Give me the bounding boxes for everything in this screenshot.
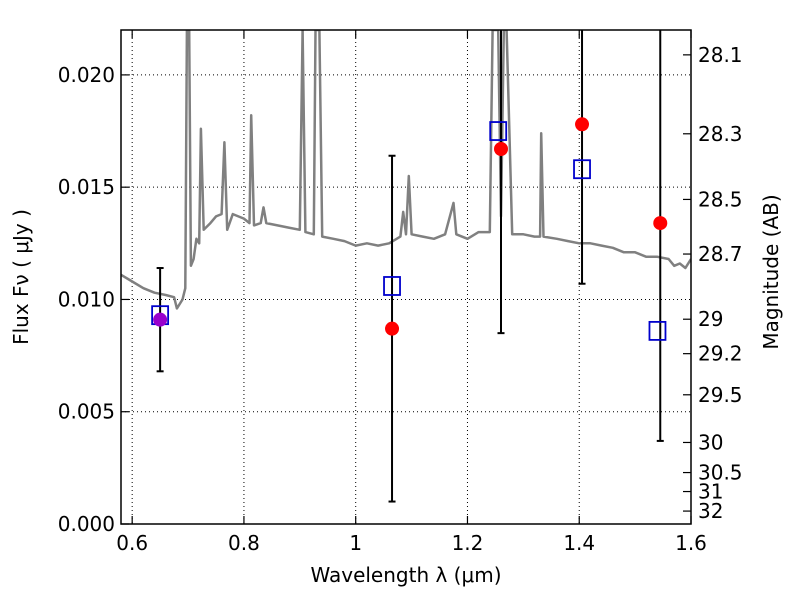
y2-tick-label: 31	[698, 480, 723, 504]
y-axis-label: Flux Fν ( μJy )	[9, 209, 33, 345]
y2-tick-label: 28.1	[698, 43, 743, 67]
observed-point	[494, 142, 508, 157]
ticks: 0.6 0.8 1 1.2 1.4 1.6 0.000 0.005 0.010 0.015 0.02…	[58, 30, 743, 555]
y2-tick-label: 30.5	[698, 461, 743, 485]
x-tick-label: 1.6	[675, 531, 707, 555]
model-point	[383, 276, 401, 296]
x-tick-label: 0.8	[228, 531, 260, 555]
spectrum-line	[121, 30, 691, 310]
grid	[121, 30, 691, 524]
y2-axis-label: Magnitude (AB)	[759, 194, 783, 349]
observed-point	[653, 216, 668, 231]
model-point	[573, 159, 591, 180]
y2-tick-label: 30	[698, 430, 723, 454]
x-axis-label: Wavelength λ (μm)	[310, 563, 501, 587]
y2-tick-label: 29	[698, 307, 723, 331]
observed-point	[385, 321, 400, 336]
y2-tick-label: 32	[698, 499, 723, 523]
x-tick-label: 1.2	[452, 531, 484, 555]
y-tick-label: 0.015	[58, 175, 115, 199]
y2-tick-label: 28.7	[698, 242, 743, 266]
x-tick-label: 0.6	[116, 531, 148, 555]
observed-point	[153, 312, 168, 327]
y-tick-label: 0.020	[58, 63, 115, 87]
plot-frame	[120, 29, 692, 525]
y2-tick-label: 29.2	[698, 342, 743, 366]
y2-tick-label: 28.3	[698, 122, 743, 146]
model-point	[489, 121, 508, 141]
observed-point	[575, 117, 590, 132]
y2-tick-label: 29.5	[698, 383, 743, 407]
x-tick-label: 1	[349, 531, 362, 555]
y-tick-label: 0.010	[58, 287, 115, 311]
y-tick-label: 0.000	[58, 512, 115, 536]
model-point	[648, 320, 667, 341]
y-tick-label: 0.005	[58, 400, 115, 424]
plot-area	[121, 30, 691, 503]
y2-tick-label: 28.5	[698, 187, 743, 211]
x-tick-label: 1.4	[563, 531, 595, 555]
